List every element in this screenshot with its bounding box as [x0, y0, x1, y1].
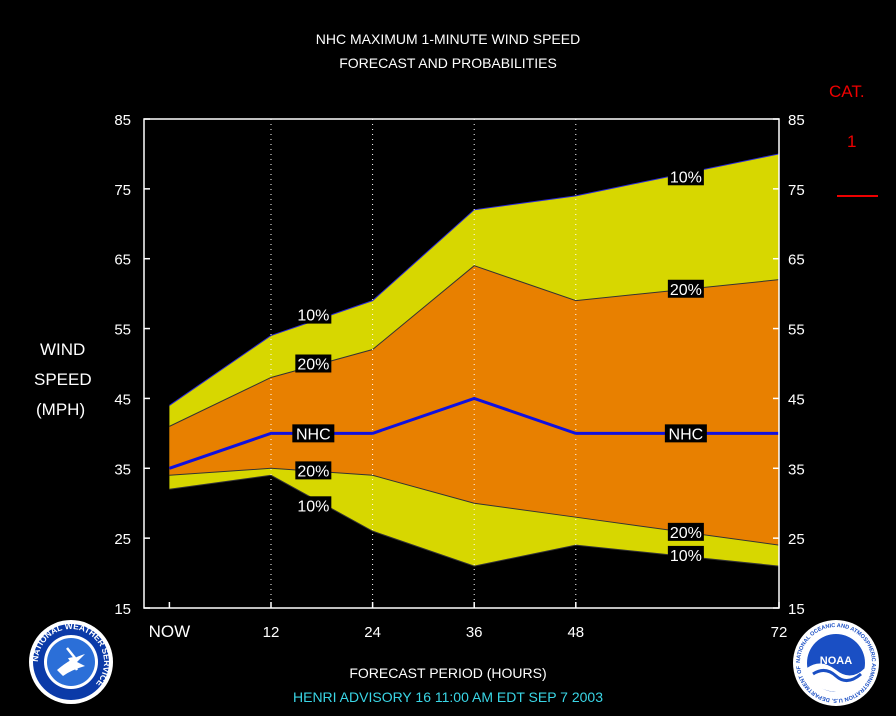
y-tick-label-left-45: 45	[114, 391, 131, 408]
y-tick-label-right-45: 45	[788, 391, 805, 408]
x-tick-label-12: 12	[263, 624, 280, 641]
annotation-box-1	[295, 354, 332, 373]
nws-logo-icon: NATIONAL WEATHER SERVICE	[29, 620, 113, 704]
annotation-box-7	[664, 424, 707, 443]
x-tick-label-36: 36	[466, 624, 483, 641]
advisory-line: HENRI ADVISORY 16 11:00 AM EDT SEP 7 200…	[293, 689, 603, 705]
category-line-marker	[837, 195, 878, 197]
plot-frame	[143, 118, 780, 609]
x-axis-label: FORECAST PERIOD (HOURS)	[349, 665, 547, 681]
band-20-percent	[169, 265, 779, 546]
y-tick-label-right-85: 85	[788, 112, 805, 129]
y-tick-label-left-85: 85	[114, 112, 131, 129]
annotation-label-3: 20%	[297, 463, 329, 480]
annotation-box-8	[667, 522, 704, 541]
x-tick-label-72: 72	[771, 624, 788, 641]
nhc-forecast-line	[168, 396, 779, 470]
series-line-upper-20	[169, 265, 780, 427]
noaa-center-text: NOAA	[820, 655, 852, 667]
series-line-lower-10	[169, 474, 780, 567]
annotation-label-1: 20%	[297, 357, 329, 374]
series-line-upper-10	[169, 153, 780, 406]
annotation-box-3	[295, 461, 332, 480]
y-axis-label-wind: WIND	[40, 340, 86, 359]
annotation-box-4	[295, 496, 332, 515]
annotation-box-2	[292, 424, 335, 443]
annotation-label-0: 10%	[297, 308, 329, 325]
x-tick-label-48: 48	[567, 624, 584, 641]
series-line-lower-20	[169, 467, 780, 546]
y-axis-label-units: (MPH)	[36, 400, 86, 419]
y-axis-label-speed: SPEED	[34, 370, 92, 389]
annotation-box-0	[295, 305, 332, 324]
annotation-label-5: 10%	[670, 169, 702, 186]
annotation-label-8: 20%	[670, 525, 702, 542]
y-tick-label-left-25: 25	[114, 531, 131, 548]
annotation-label-9: 10%	[670, 548, 702, 565]
x-tick-label-24: 24	[364, 624, 381, 641]
y-tick-label-left-65: 65	[114, 252, 131, 269]
y-tick-label-left-75: 75	[114, 182, 131, 199]
noaa-logo-icon: NOAA NATIONAL OCEANIC AND ATMOSPHERIC AD…	[791, 618, 879, 706]
y-tick-label-right-15: 15	[788, 601, 805, 618]
category-label: CAT.	[829, 82, 865, 101]
y-tick-label-right-75: 75	[788, 182, 805, 199]
annotation-box-6	[667, 279, 704, 298]
y-tick-label-right-65: 65	[788, 252, 805, 269]
annotation-label-6: 20%	[670, 282, 702, 299]
y-tick-label-left-15: 15	[114, 601, 131, 618]
y-tick-label-left-35: 35	[114, 461, 131, 478]
chart-title-line2: FORECAST AND PROBABILITIES	[339, 55, 557, 71]
y-tick-label-right-25: 25	[788, 531, 805, 548]
category-value: 1	[847, 132, 857, 151]
annotation-box-5	[667, 167, 704, 186]
annotation-label-7: NHC	[669, 426, 704, 443]
annotation-box-9	[667, 545, 704, 564]
chart-title-line1: NHC MAXIMUM 1-MINUTE WIND SPEED	[315, 31, 581, 47]
x-tick-label-NOW: NOW	[149, 622, 191, 641]
y-tick-label-right-35: 35	[788, 461, 805, 478]
annotation-label-4: 10%	[297, 498, 329, 515]
annotation-label-2: NHC	[296, 426, 331, 443]
y-tick-label-right-55: 55	[788, 322, 805, 339]
y-tick-label-left-55: 55	[114, 322, 131, 339]
